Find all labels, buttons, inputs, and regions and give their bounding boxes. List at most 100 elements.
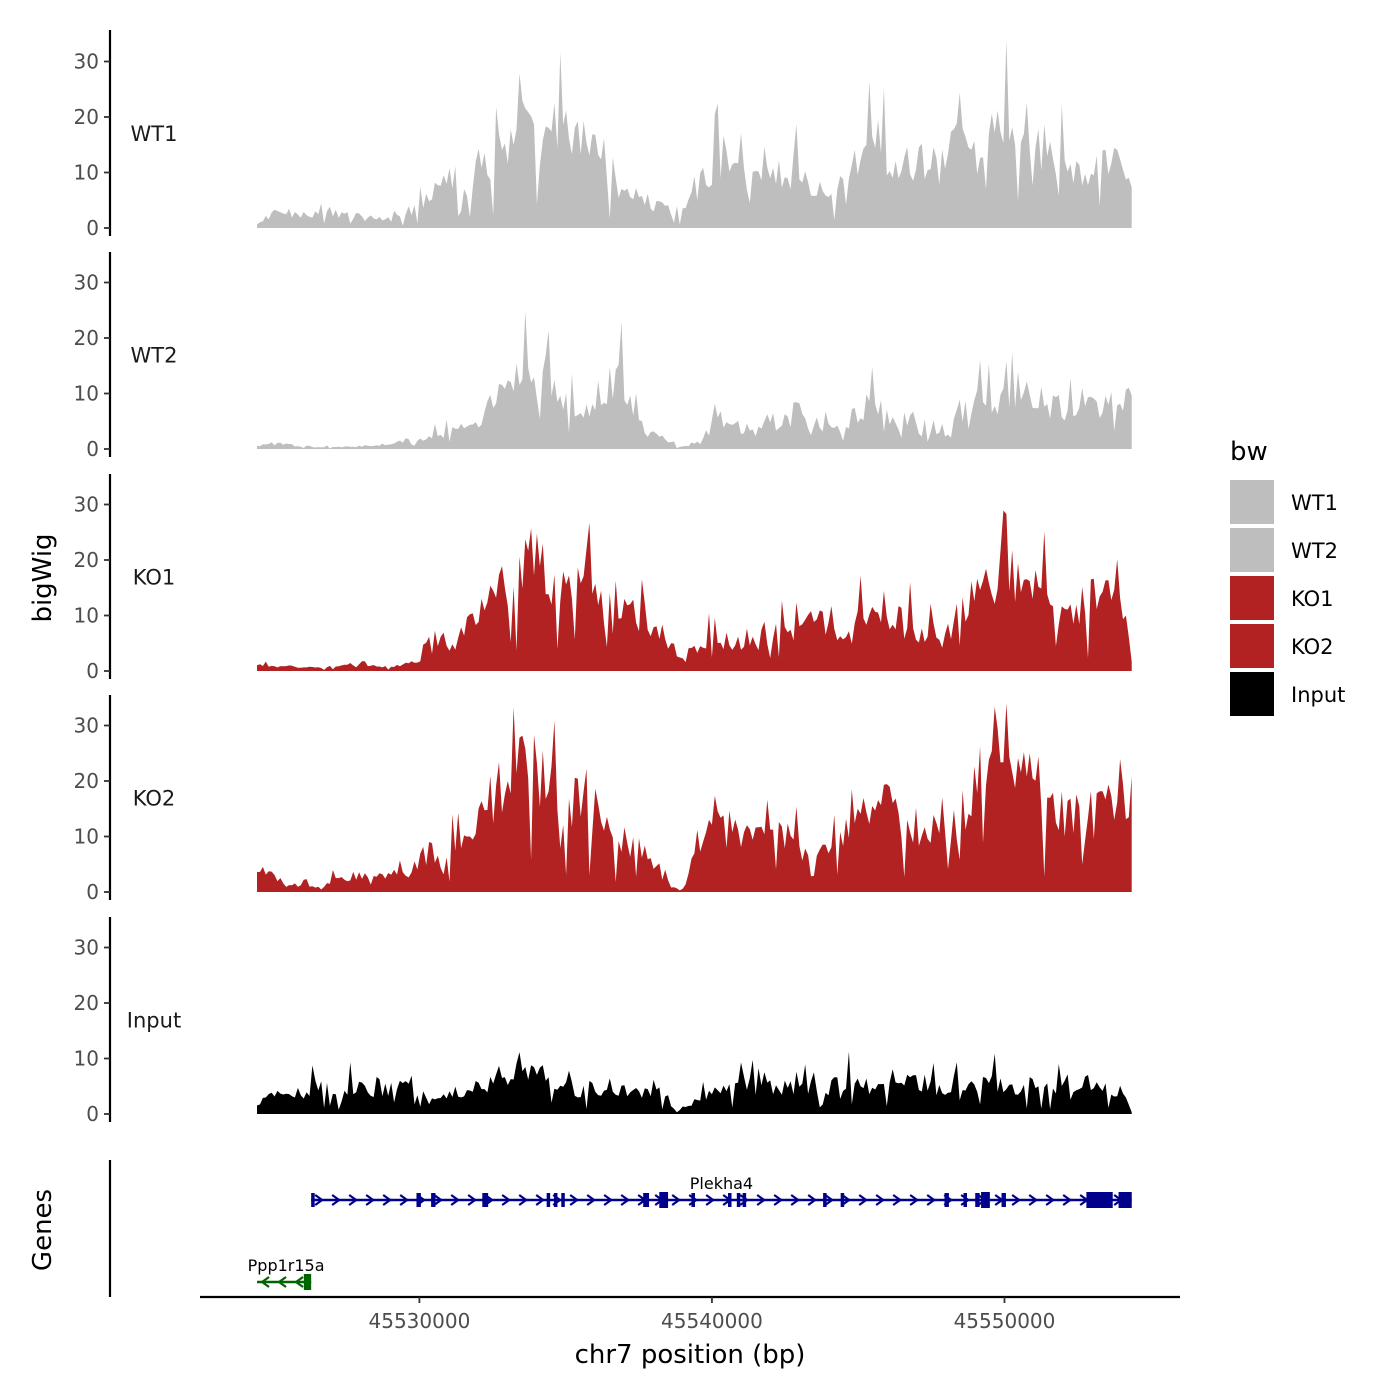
- exon: [944, 1193, 949, 1207]
- exon: [691, 1193, 695, 1207]
- strand-arrow: [858, 1194, 869, 1206]
- coverage-area-ko1: [257, 510, 1132, 671]
- strand-arrow: [756, 1194, 767, 1206]
- exon: [303, 1274, 312, 1290]
- legend-swatch-wt2: [1230, 528, 1274, 572]
- track-label-wt2: WT2: [131, 344, 178, 368]
- legend-swatch-input: [1230, 672, 1274, 716]
- y-tick-label: 10: [74, 1047, 99, 1071]
- gene-plekha4: Plekha4: [311, 1174, 1132, 1208]
- strand-arrow: [586, 1194, 597, 1206]
- x-axis-title: chr7 position (bp): [575, 1340, 806, 1370]
- strand-arrow: [501, 1194, 512, 1206]
- exon: [1118, 1192, 1132, 1208]
- y-tick-label: 10: [74, 161, 99, 185]
- strand-arrow: [603, 1194, 614, 1206]
- strand-arrow: [467, 1194, 478, 1206]
- y-tick-label: 20: [74, 105, 99, 129]
- y-tick-label: 10: [74, 604, 99, 628]
- gene-label-plekha4: Plekha4: [690, 1174, 753, 1193]
- strand-arrow: [960, 1194, 971, 1206]
- strand-arrow: [739, 1194, 750, 1206]
- exon: [643, 1193, 650, 1207]
- strand-arrow: [1011, 1194, 1022, 1206]
- legend-swatch-ko1: [1230, 576, 1274, 620]
- strand-arrow: [433, 1194, 444, 1206]
- exon: [728, 1193, 732, 1207]
- exon: [416, 1193, 421, 1207]
- x-tick-label: 45530000: [369, 1309, 471, 1333]
- strand-arrow: [1062, 1194, 1073, 1206]
- coverage-area-ko2: [257, 703, 1132, 892]
- legend-label-input: Input: [1291, 683, 1345, 707]
- exon: [975, 1193, 980, 1207]
- x-tick-label: 45550000: [954, 1309, 1056, 1333]
- strand-arrow: [620, 1194, 631, 1206]
- exon: [482, 1193, 489, 1207]
- track-label-input: Input: [127, 1009, 181, 1033]
- strand-arrow: [569, 1194, 580, 1206]
- genes-track: Plekha4 Ppp1r15a: [108, 1160, 1132, 1297]
- legend-swatch-wt1: [1230, 480, 1274, 524]
- legend-label-ko1: KO1: [1291, 587, 1334, 611]
- x-axis: 45530000 45540000 45550000: [200, 1295, 1180, 1333]
- strand-arrow: [807, 1194, 818, 1206]
- y-tick-label: 0: [86, 1102, 99, 1126]
- strand-arrow: [260, 1276, 270, 1288]
- strand-arrow: [399, 1194, 410, 1206]
- gene-ppp1r15a: Ppp1r15a: [248, 1256, 325, 1290]
- track-input: 0 10 20 30 Input: [74, 917, 1132, 1126]
- exon: [840, 1193, 845, 1207]
- legend-label-ko2: KO2: [1291, 635, 1334, 659]
- y-tick-label: 0: [86, 659, 99, 683]
- y-tick-label: 30: [74, 271, 99, 295]
- coverage-area-wt2: [257, 311, 1132, 449]
- y-tick-label: 0: [86, 437, 99, 461]
- y-tick-label: 20: [74, 548, 99, 572]
- strand-arrow: [892, 1194, 903, 1206]
- exon: [431, 1193, 436, 1207]
- track-label-wt1: WT1: [131, 122, 178, 146]
- legend-title: bw: [1230, 437, 1268, 467]
- strand-arrow: [277, 1276, 287, 1288]
- strand-arrow: [671, 1194, 682, 1206]
- strand-arrow: [331, 1194, 342, 1206]
- exon: [553, 1193, 558, 1207]
- coverage-area-wt1: [257, 39, 1132, 228]
- exon: [823, 1193, 827, 1207]
- y-tick-label: 30: [74, 493, 99, 517]
- gene-label-ppp1r15a: Ppp1r15a: [248, 1256, 325, 1275]
- strand-arrow: [841, 1194, 852, 1206]
- strand-arrow: [875, 1194, 886, 1206]
- y-axis-title: bigWig: [28, 533, 58, 622]
- y-tick-label: 0: [86, 880, 99, 904]
- exon: [546, 1193, 551, 1207]
- strand-arrow: [926, 1194, 937, 1206]
- exon: [742, 1193, 747, 1207]
- exon: [1086, 1192, 1113, 1208]
- strand-arrow: [790, 1194, 801, 1206]
- strand-arrow: [535, 1194, 546, 1206]
- strand-arrow: [1045, 1194, 1056, 1206]
- track-ko2: 0 10 20 30 KO2: [74, 695, 1132, 904]
- y-tick-label: 10: [74, 382, 99, 406]
- x-tick-label: 45540000: [661, 1309, 763, 1333]
- strand-arrow: [314, 1194, 325, 1206]
- track-wt1: 0 10 20 30 WT1: [74, 30, 1132, 240]
- track-wt2: 0 10 20 30 WT2: [74, 252, 1132, 461]
- strand-arrow: [909, 1194, 920, 1206]
- legend-label-wt1: WT1: [1291, 491, 1338, 515]
- exon: [311, 1193, 315, 1207]
- y-tick-label: 30: [74, 936, 99, 960]
- strand-arrow: [294, 1276, 304, 1288]
- y-tick-label: 30: [74, 714, 99, 738]
- y-tick-label: 20: [74, 769, 99, 793]
- exon: [963, 1193, 968, 1207]
- coverage-area-input: [257, 1051, 1132, 1114]
- y-tick-label: 0: [86, 216, 99, 240]
- y-tick-label: 10: [74, 825, 99, 849]
- exon: [659, 1192, 669, 1208]
- strand-arrow: [382, 1194, 393, 1206]
- exon: [1001, 1193, 1006, 1207]
